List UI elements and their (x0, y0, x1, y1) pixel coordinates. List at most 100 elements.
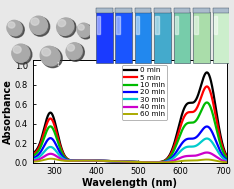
20 min (31, 157, 34, 159)
5 min (53, 123, 55, 126)
5 min (179, 124, 182, 126)
0 min (31, 152, 34, 154)
Bar (213, 16, 217, 34)
Bar (135, 12, 151, 63)
40 min (82, 160, 85, 162)
40 min (179, 156, 182, 159)
10 min (228, 159, 230, 161)
0 min (171, 147, 174, 149)
5 min (228, 159, 230, 161)
40 min (228, 161, 230, 163)
Line: 5 min: 5 min (33, 86, 229, 162)
Ellipse shape (41, 47, 62, 68)
Ellipse shape (67, 44, 74, 51)
Ellipse shape (42, 48, 51, 56)
10 min (205, 101, 208, 104)
Bar (155, 16, 159, 34)
Ellipse shape (13, 45, 32, 64)
Bar (154, 8, 171, 13)
10 min (31, 155, 34, 157)
0 min (115, 160, 118, 163)
60 min (31, 160, 34, 163)
Bar (193, 12, 210, 63)
Ellipse shape (8, 22, 15, 28)
20 min (179, 144, 182, 146)
0 min (205, 71, 208, 74)
30 min (179, 150, 182, 152)
60 min (180, 160, 183, 162)
Bar (194, 16, 198, 34)
Bar (174, 12, 190, 63)
0 min (228, 158, 230, 160)
Ellipse shape (78, 25, 84, 30)
30 min (31, 158, 34, 161)
30 min (201, 140, 204, 142)
60 min (172, 161, 174, 163)
10 min (153, 161, 156, 163)
Bar (116, 16, 120, 34)
Ellipse shape (58, 20, 66, 27)
Ellipse shape (66, 43, 82, 60)
40 min (201, 152, 204, 155)
Bar (97, 16, 100, 34)
10 min (53, 130, 55, 132)
Ellipse shape (67, 44, 84, 61)
5 min (82, 160, 85, 162)
60 min (160, 161, 163, 163)
20 min (82, 160, 85, 162)
Bar (96, 12, 113, 63)
Bar (175, 16, 178, 34)
10 min (179, 132, 182, 134)
40 min (53, 154, 55, 156)
Bar (154, 12, 171, 63)
30 min (171, 157, 174, 160)
Line: 20 min: 20 min (33, 126, 229, 162)
Ellipse shape (30, 16, 48, 34)
40 min (115, 160, 118, 163)
X-axis label: Wavelength (nm): Wavelength (nm) (82, 178, 177, 188)
Y-axis label: Absorbance: Absorbance (3, 79, 13, 144)
40 min (205, 151, 208, 154)
20 min (171, 156, 174, 158)
Bar (213, 8, 229, 13)
5 min (201, 92, 204, 94)
0 min (179, 117, 182, 120)
Bar (135, 8, 151, 13)
30 min (82, 160, 85, 162)
0 min (53, 118, 55, 121)
10 min (82, 160, 85, 162)
Bar (193, 8, 210, 13)
Text: 1 μm: 1 μm (57, 61, 70, 67)
5 min (115, 160, 118, 163)
Bar (213, 12, 229, 63)
Ellipse shape (7, 20, 22, 36)
Ellipse shape (12, 44, 30, 62)
5 min (171, 149, 174, 151)
10 min (201, 107, 204, 109)
Ellipse shape (58, 19, 76, 37)
Line: 40 min: 40 min (33, 153, 229, 162)
60 min (53, 158, 56, 160)
Ellipse shape (31, 18, 39, 25)
Bar (136, 16, 139, 34)
Bar (96, 8, 113, 13)
40 min (171, 160, 174, 162)
30 min (53, 148, 55, 150)
30 min (205, 137, 208, 140)
Ellipse shape (13, 46, 21, 53)
Ellipse shape (77, 23, 91, 37)
Ellipse shape (79, 24, 93, 39)
60 min (83, 160, 85, 162)
20 min (53, 140, 55, 143)
Ellipse shape (8, 21, 24, 37)
Line: 60 min: 60 min (33, 159, 229, 162)
30 min (155, 161, 158, 163)
60 min (49, 158, 52, 160)
Ellipse shape (40, 46, 60, 66)
60 min (228, 161, 230, 163)
Ellipse shape (57, 18, 74, 35)
30 min (115, 160, 118, 163)
20 min (228, 160, 230, 162)
0 min (82, 160, 85, 162)
20 min (205, 125, 208, 128)
